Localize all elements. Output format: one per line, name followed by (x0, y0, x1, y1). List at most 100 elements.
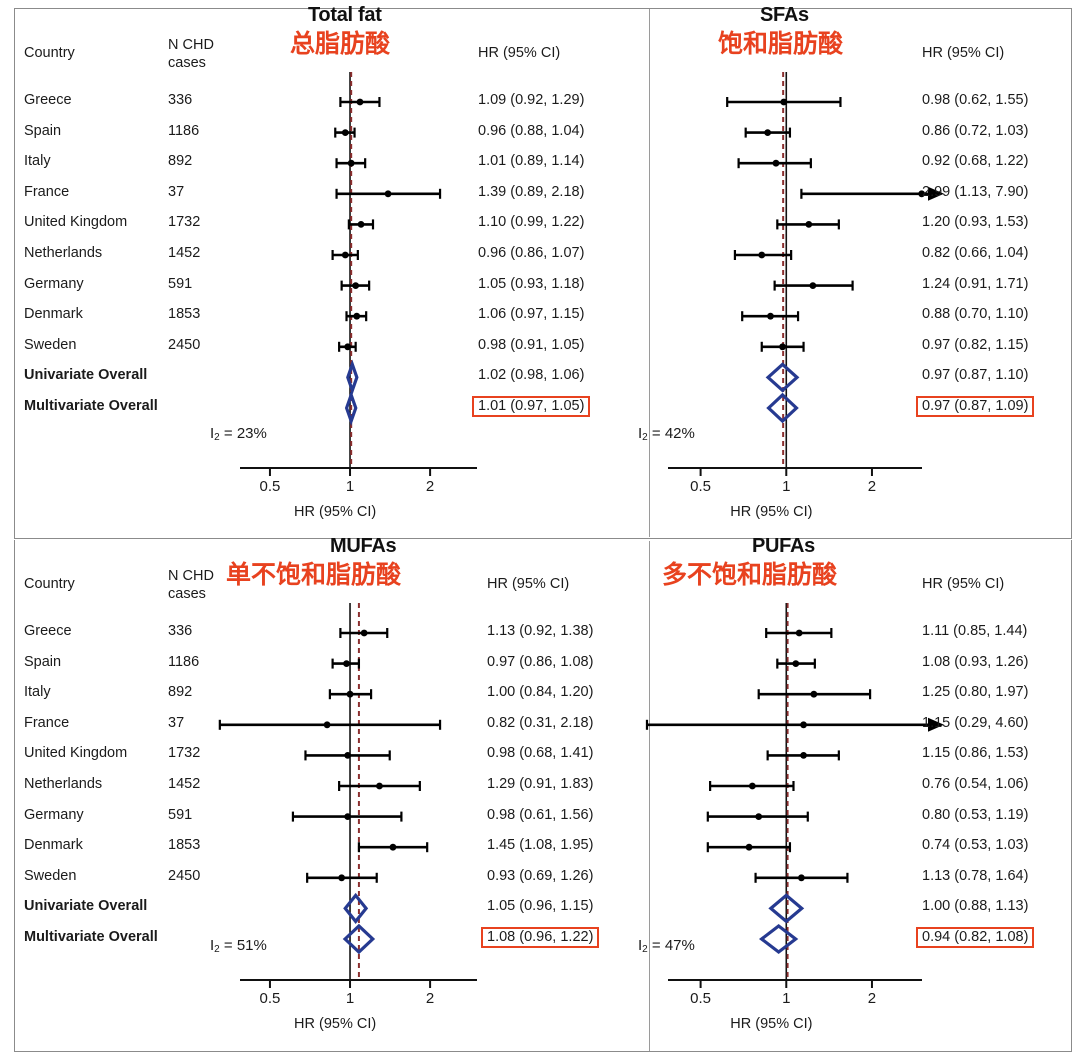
row-cases-value: 336 (168, 92, 193, 108)
row-hr-value: 0.97 (0.86, 1.08) (487, 653, 594, 670)
row-country-label: France (24, 714, 70, 731)
point-estimate-marker (389, 843, 397, 851)
study-estimate-row (773, 280, 854, 291)
row-hr-value: 1.39 (0.89, 2.18) (478, 183, 585, 200)
point-estimate-marker (758, 251, 766, 259)
study-estimate-row (760, 341, 805, 352)
row-hr-value: 0.98 (0.68, 1.41) (487, 745, 594, 762)
study-estimate-row (754, 872, 849, 883)
x-axis-tick-label: 2 (867, 478, 877, 495)
study-estimate-row (800, 186, 944, 201)
summary-diamond-row (765, 362, 800, 393)
panel-title-total-fat: Total fat (308, 4, 382, 26)
row-cases-value: 1732 (168, 745, 201, 762)
column-header-cases-line2: cases (168, 586, 206, 602)
row-hr-value: 1.45 (1.08, 1.95) (487, 837, 594, 854)
row-cases-value: 37 (168, 183, 185, 200)
hr-value-highlight-box: 0.94 (0.82, 1.08) (916, 927, 1035, 949)
summary-diamond-row (344, 390, 358, 426)
row-hr-value: 1.06 (0.97, 1.15) (478, 306, 585, 323)
row-country-label: Sweden (24, 867, 77, 884)
hr-value-highlight-box: 0.97 (0.87, 1.09) (916, 396, 1035, 418)
row-hr-value: 1.11 (0.85, 1.44) (922, 623, 1028, 639)
summary-diamond (758, 923, 799, 955)
row-hr-value: 0.86 (0.72, 1.03) (922, 122, 1029, 139)
column-header-hr: HR (95% CI) (487, 576, 570, 592)
study-estimate-row (757, 689, 872, 700)
row-country-label: Greece (24, 92, 72, 108)
point-estimate-marker (346, 690, 354, 698)
row-cases-value: 591 (168, 275, 193, 292)
x-axis-tick-label: 1 (345, 478, 355, 495)
row-cases-value: 1452 (168, 245, 201, 261)
summary-diamond (765, 362, 800, 393)
x-axis-tick-label: 0.5 (259, 478, 281, 495)
point-estimate-marker (748, 782, 756, 790)
row-hr-value: 1.08 (0.93, 1.26) (922, 653, 1029, 670)
x-axis-tick-label: 1 (345, 990, 355, 1007)
panel-title-mufas: MUFAs (330, 535, 397, 557)
ci-arrowhead (928, 717, 944, 732)
point-estimate-marker (384, 190, 392, 198)
study-estimate-row (339, 628, 389, 638)
row-cases-value: 591 (168, 806, 193, 823)
study-estimate-row (357, 842, 429, 853)
row-country-label: Italy (24, 153, 51, 170)
study-estimate-row (776, 658, 816, 669)
summary-diamond (346, 359, 359, 396)
study-estimate-row (709, 781, 795, 791)
study-estimate-row (328, 689, 373, 700)
study-estimate-row (345, 311, 368, 322)
panel-title-zh-total-fat: 总脂肪酸 (290, 30, 391, 58)
panel-title-zh-sfas: 饱和脂肪酸 (718, 30, 844, 58)
summary-diamond (342, 923, 376, 955)
study-estimate-row (339, 97, 381, 107)
row-hr-value: 1.01 (0.89, 1.14) (478, 153, 585, 170)
section-divider (14, 538, 1072, 539)
point-estimate-marker (772, 159, 780, 167)
point-estimate-marker (357, 221, 365, 228)
row-hr-value: 0.98 (0.62, 1.55) (922, 92, 1029, 108)
x-axis-title-total-fat: HR (95% CI) (294, 504, 377, 520)
row-hr-value: 0.92 (0.68, 1.22) (922, 153, 1029, 170)
x-axis-title-mufas: HR (95% CI) (294, 1016, 377, 1032)
x-axis-title-pufas: HR (95% CI) (730, 1016, 813, 1032)
row-cases-value: 892 (168, 684, 193, 701)
row-hr-value: 1.24 (0.91, 1.71) (922, 275, 1029, 292)
study-estimate-row (331, 658, 361, 669)
study-estimate-row (706, 842, 792, 853)
row-hr-value: 0.88 (0.70, 1.10) (922, 306, 1029, 323)
row-country-label: Italy (24, 684, 51, 701)
point-estimate-marker (805, 221, 813, 228)
column-header-country: Country (24, 45, 75, 61)
summary-diamond-row (758, 923, 799, 955)
point-estimate-marker (338, 874, 346, 882)
study-estimate-row (776, 219, 840, 230)
point-estimate-marker (347, 159, 355, 167)
ci-arrowhead (928, 186, 944, 201)
point-estimate-marker (764, 129, 772, 136)
point-estimate-marker (792, 660, 800, 667)
x-axis-tick-label: 0.5 (690, 478, 712, 495)
x-axis-title-sfas: HR (95% CI) (730, 504, 813, 520)
row-hr-value: 1.08 (0.96, 1.22) (481, 927, 600, 949)
row-hr-value: 1.20 (0.93, 1.53) (922, 214, 1029, 231)
row-hr-value: 0.82 (0.31, 2.18) (487, 714, 594, 731)
row-hr-value: 1.09 (0.92, 1.29) (478, 92, 585, 108)
point-estimate-marker (810, 690, 818, 698)
row-country-label: Univariate Overall (24, 367, 148, 384)
row-hr-value: 2.99 (1.13, 7.90) (922, 183, 1029, 200)
study-estimate-row (218, 719, 442, 730)
summary-diamond (768, 893, 805, 924)
row-country-label: Sweden (24, 336, 77, 353)
point-estimate-marker (343, 660, 350, 667)
row-hr-value: 0.93 (0.69, 1.26) (487, 867, 594, 884)
point-estimate-marker (745, 843, 753, 851)
row-country-label: Germany (24, 275, 84, 292)
point-estimate-marker (352, 282, 360, 289)
point-estimate-marker (376, 782, 383, 790)
study-estimate-row (765, 628, 833, 638)
row-country-label: Netherlands (24, 245, 103, 261)
study-estimate-row (338, 341, 357, 352)
row-hr-value: 0.74 (0.53, 1.03) (922, 837, 1029, 854)
